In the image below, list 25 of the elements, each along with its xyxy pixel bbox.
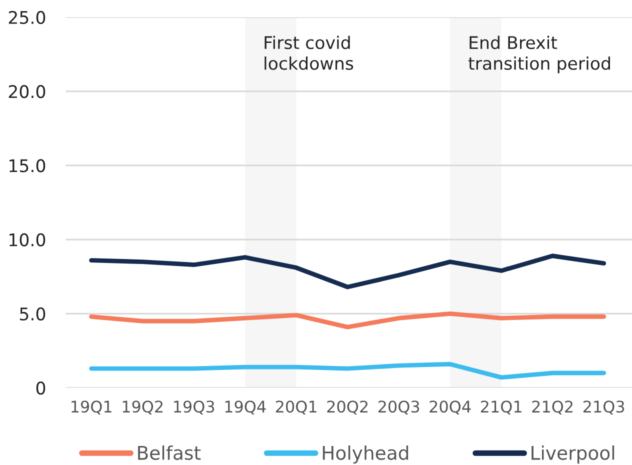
line-series bbox=[89, 311, 606, 330]
x-tick-label: 21Q2 bbox=[532, 400, 572, 415]
x-tick-label: 20Q4 bbox=[430, 400, 471, 415]
legend-label: Liverpool bbox=[532, 445, 614, 464]
x-tick-label: 20Q3 bbox=[378, 400, 420, 415]
band-label: First covid lockdowns bbox=[264, 36, 354, 70]
x-tick-label: 19Q2 bbox=[122, 400, 163, 415]
y-tick-label: 0 bbox=[36, 382, 46, 395]
legend-label: Belfast bbox=[138, 445, 201, 460]
y-tick-label: 20.0 bbox=[8, 85, 46, 98]
legend-label: Holyhead bbox=[322, 445, 408, 464]
x-tick-label: 21Q3 bbox=[583, 400, 624, 415]
x-tick-label: 19Q4 bbox=[225, 400, 266, 415]
y-tick-label: 25.0 bbox=[8, 10, 46, 24]
y-tick-label: 5.0 bbox=[20, 307, 46, 321]
line-series bbox=[89, 362, 606, 380]
x-tick-label: 20Q2 bbox=[327, 400, 368, 415]
x-tick-label: 20Q1 bbox=[276, 400, 316, 415]
x-tick-label: 21Q1 bbox=[480, 400, 522, 415]
band-label: End Brexit transition period bbox=[468, 36, 610, 74]
x-tick-label: 19Q3 bbox=[174, 400, 214, 415]
x-tick-label: 19Q1 bbox=[72, 400, 112, 415]
y-tick-label: 10.0 bbox=[10, 233, 46, 246]
line-series bbox=[89, 254, 606, 290]
y-tick-label: 15.0 bbox=[10, 159, 46, 172]
